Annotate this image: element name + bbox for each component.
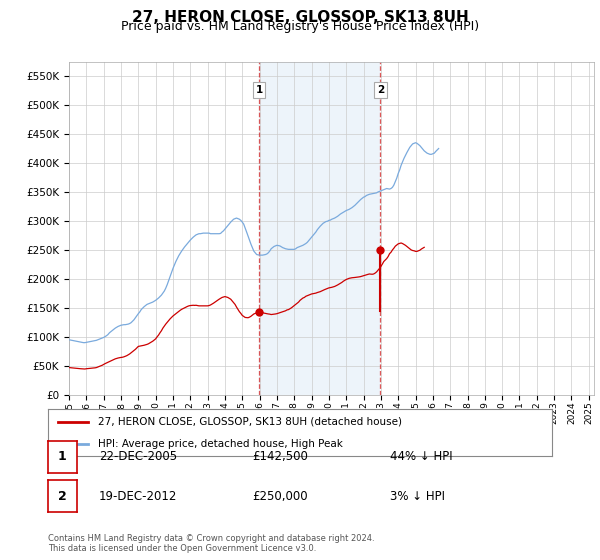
Text: 1: 1 xyxy=(256,85,263,95)
Text: Price paid vs. HM Land Registry's House Price Index (HPI): Price paid vs. HM Land Registry's House … xyxy=(121,20,479,33)
Text: 2: 2 xyxy=(58,489,67,503)
Text: 27, HERON CLOSE, GLOSSOP, SK13 8UH: 27, HERON CLOSE, GLOSSOP, SK13 8UH xyxy=(131,10,469,25)
Text: £250,000: £250,000 xyxy=(252,489,308,503)
Text: HPI: Average price, detached house, High Peak: HPI: Average price, detached house, High… xyxy=(98,438,343,449)
Text: 19-DEC-2012: 19-DEC-2012 xyxy=(99,489,178,503)
Text: 44% ↓ HPI: 44% ↓ HPI xyxy=(390,450,452,464)
Text: 2: 2 xyxy=(377,85,384,95)
Text: 1: 1 xyxy=(58,450,67,464)
Text: 3% ↓ HPI: 3% ↓ HPI xyxy=(390,489,445,503)
Text: 27, HERON CLOSE, GLOSSOP, SK13 8UH (detached house): 27, HERON CLOSE, GLOSSOP, SK13 8UH (deta… xyxy=(98,417,403,427)
Text: £142,500: £142,500 xyxy=(252,450,308,464)
Text: 22-DEC-2005: 22-DEC-2005 xyxy=(99,450,177,464)
Text: Contains HM Land Registry data © Crown copyright and database right 2024.
This d: Contains HM Land Registry data © Crown c… xyxy=(48,534,374,553)
Bar xyxy=(259,62,380,395)
